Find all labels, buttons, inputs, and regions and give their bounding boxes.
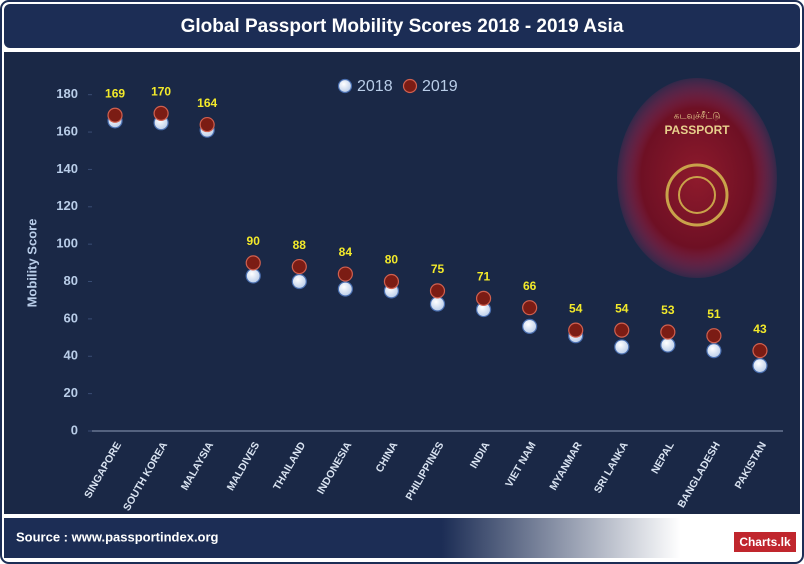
dot — [291, 273, 307, 290]
dot — [291, 258, 307, 275]
dot — [429, 296, 446, 312]
value-label: 170 — [151, 85, 171, 99]
dot — [614, 339, 630, 355]
dot — [660, 337, 676, 353]
source: Source : www.passportindex.org — [16, 529, 219, 544]
value-label: 66 — [523, 279, 537, 293]
y-tick-label: 0 — [71, 422, 78, 437]
y-tick-label: 100 — [56, 236, 78, 251]
logo-box — [734, 532, 796, 552]
legend-label: 2019 — [422, 78, 458, 95]
dot — [475, 290, 492, 306]
dot — [614, 322, 630, 338]
dot — [199, 116, 215, 133]
passport-image: கடவுச்சீட்டு PASSPORT — [617, 78, 777, 278]
emblem-inner — [678, 176, 716, 214]
value-label: 71 — [477, 270, 491, 284]
passport-tamil: கடவுச்சீட்டு — [674, 110, 721, 120]
dot — [706, 343, 722, 359]
legend-marker — [337, 78, 353, 94]
dot — [107, 107, 123, 123]
y-tick-label: 80 — [64, 273, 78, 288]
legend-label: 2018 — [357, 78, 393, 95]
y-tick-label: 60 — [64, 310, 78, 325]
dot — [752, 358, 768, 374]
y-tick-label: 180 — [56, 86, 78, 101]
dot — [245, 268, 261, 284]
chart-title: Global Passport Mobility Scores 2018 - 2… — [181, 16, 624, 37]
y-tick-label: 160 — [56, 123, 78, 138]
dot — [153, 105, 169, 121]
value-label: 53 — [661, 303, 675, 317]
dot — [337, 266, 353, 282]
value-label: 80 — [385, 253, 399, 267]
dot — [429, 283, 446, 299]
dot — [245, 255, 261, 271]
dot — [568, 322, 584, 338]
y-tick-label: 120 — [56, 198, 78, 213]
logo: Charts.lk — [739, 535, 791, 549]
y-tick-label: 140 — [56, 161, 78, 176]
title-bar — [4, 4, 800, 48]
value-label: 84 — [339, 245, 353, 259]
dot — [706, 328, 722, 344]
y-tick-label: 40 — [64, 348, 78, 363]
value-label: 164 — [197, 96, 217, 110]
dot — [383, 273, 400, 290]
value-label: 90 — [247, 234, 261, 248]
passport-text: PASSPORT — [664, 123, 730, 137]
value-label: 169 — [105, 86, 125, 100]
dot — [337, 281, 353, 297]
y-axis-label: Mobility Score — [24, 219, 39, 308]
value-label: 75 — [431, 262, 445, 276]
dot — [752, 343, 768, 359]
value-label: 88 — [293, 238, 307, 252]
dot — [522, 300, 538, 316]
dot — [660, 324, 676, 340]
value-label: 54 — [615, 301, 629, 315]
emblem — [665, 163, 729, 227]
value-label: 51 — [707, 307, 721, 321]
legend-marker — [402, 78, 418, 94]
value-label: 54 — [569, 301, 583, 315]
value-label: 43 — [753, 322, 767, 336]
dot — [522, 318, 538, 334]
footer-bar — [4, 518, 800, 558]
y-tick-label: 20 — [64, 385, 78, 400]
